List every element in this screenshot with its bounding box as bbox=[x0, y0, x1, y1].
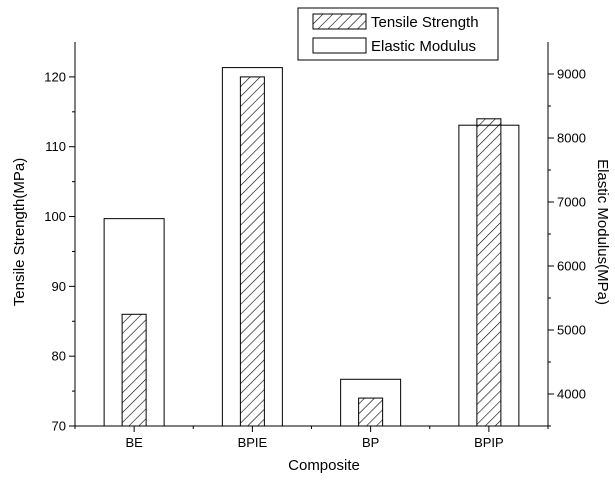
legend-swatch-tensile-strength bbox=[312, 13, 367, 30]
right-y-tick-label-5000: 5000 bbox=[557, 323, 586, 338]
legend-label-elastic-modulus: Elastic Modulus bbox=[371, 38, 476, 55]
x-tick-label-bpip: BPIP bbox=[474, 435, 504, 450]
right-y-tick-label-4000: 4000 bbox=[557, 387, 586, 402]
bar-tensile-strength-bp bbox=[358, 397, 384, 427]
x-tick-label-be: BE bbox=[125, 435, 143, 450]
x-axis-label: Composite bbox=[288, 457, 360, 474]
right-y-tick-label-6000: 6000 bbox=[557, 259, 586, 274]
left-y-tick-label-90: 90 bbox=[52, 279, 66, 294]
right-y-tick-label-8000: 8000 bbox=[557, 131, 586, 146]
bar-tensile-strength-be bbox=[121, 313, 147, 427]
right-y-tick-label-7000: 7000 bbox=[557, 195, 586, 210]
left-y-tick-label-100: 100 bbox=[44, 209, 66, 224]
left-y-tick-label-110: 110 bbox=[45, 139, 66, 154]
left-y-tick-label-80: 80 bbox=[52, 349, 66, 364]
legend-swatch-elastic-modulus bbox=[312, 37, 367, 54]
left-y-axis-label: Tensile Strength(MPa) bbox=[11, 158, 28, 306]
x-tick-label-bp: BP bbox=[362, 435, 379, 450]
left-y-tick-label-120: 120 bbox=[44, 69, 66, 84]
bar-tensile-strength-bpie bbox=[239, 76, 265, 427]
legend-label-tensile-strength: Tensile Strength bbox=[371, 14, 479, 31]
right-y-tick-label-9000: 9000 bbox=[557, 67, 586, 82]
bar-tensile-strength-bpip bbox=[476, 118, 502, 427]
left-y-tick-label-70: 70 bbox=[52, 419, 66, 434]
right-y-axis-label: Elastic Modulus(MPa) bbox=[594, 159, 611, 305]
plot-area: 70 80 90 100 110 120 4000 5000 6000 7000 8000 9000 B… bbox=[44, 42, 586, 450]
x-tick-label-bpie: BPIE bbox=[238, 435, 268, 450]
legend: Tensile Strength Elastic Modulus bbox=[297, 7, 499, 61]
